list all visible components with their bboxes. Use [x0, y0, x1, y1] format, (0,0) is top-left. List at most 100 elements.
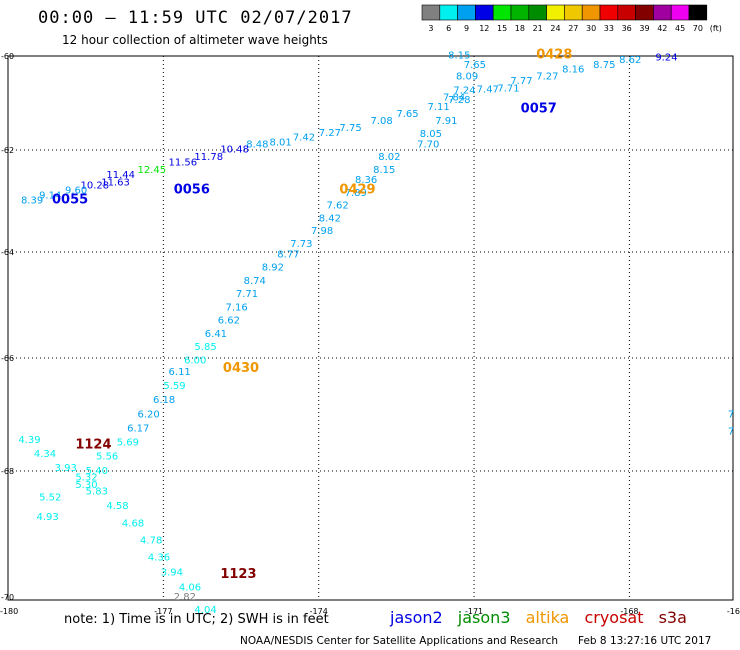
wave-height-value: 7.27 — [536, 72, 558, 83]
lon-tick-label: -168 — [620, 607, 638, 616]
wave-height-value: 4.93 — [36, 512, 58, 523]
wave-height-value: 6.11 — [169, 367, 191, 378]
lat-tick-label: -68 — [1, 467, 14, 476]
wave-height-value: 3.93 — [55, 463, 77, 474]
wave-height-value: 5.52 — [39, 493, 61, 504]
lon-tick-label: -177 — [154, 607, 172, 616]
scale-label-42: 42 — [657, 24, 667, 33]
wave-height-value: 5.59 — [163, 381, 185, 392]
pass-time-label: 1123 — [220, 567, 256, 582]
wave-height-value: 4.68 — [122, 518, 144, 529]
wave-height-value: 5.85 — [194, 342, 216, 353]
scale-label-33: 33 — [604, 24, 614, 33]
scale-label-27: 27 — [568, 24, 578, 33]
wave-height-value: 5.83 — [86, 486, 108, 497]
lat-tick-label: -64 — [1, 248, 14, 257]
pass-time-label: 0056 — [174, 182, 210, 197]
pass-time-label: 1124 — [75, 437, 111, 452]
wave-height-value: 7.71 — [236, 289, 258, 300]
wave-height-value: 7 — [728, 426, 734, 437]
pass-time-label: 0430 — [223, 361, 259, 376]
wave-height-value: 8.02 — [378, 152, 400, 163]
wave-height-value: 8.05 — [420, 129, 442, 140]
wave-height-value: 8.39 — [21, 196, 43, 207]
wave-height-value: 6.41 — [205, 329, 227, 340]
wave-height-value: 4.06 — [179, 583, 201, 594]
scale-label-18: 18 — [515, 24, 525, 33]
page-subtitle: 12 hour collection of altimeter wave hei… — [62, 33, 328, 47]
wave-height-value: 7.75 — [339, 123, 361, 134]
lat-tick-label: -62 — [1, 146, 14, 155]
wave-height-value: 5.40 — [86, 466, 108, 477]
wave-height-value: 6.17 — [127, 423, 149, 434]
wave-height-value: 7.28 — [448, 95, 470, 106]
lon-tick-label: -174 — [310, 607, 328, 616]
wave-height-value: 4.39 — [18, 435, 40, 446]
pass-time-label: 0428 — [536, 47, 572, 62]
wave-height-value: 8.09 — [456, 72, 478, 83]
wave-height-value: 7.91 — [435, 116, 457, 127]
lat-tick-label: -66 — [1, 354, 14, 363]
wave-height-value: 8.48 — [246, 140, 268, 151]
wave-height-value: 8.74 — [244, 276, 266, 287]
credit-date: Feb 8 13:27:16 UTC 2017 — [578, 635, 712, 647]
lat-tick-label: -60 — [1, 52, 14, 61]
wave-height-value: 8.77 — [277, 249, 299, 260]
wave-height-value: 7.08 — [371, 116, 393, 127]
wave-height-value: 7.77 — [510, 76, 532, 87]
wave-height-value: 7.65 — [464, 60, 486, 71]
wave-height-value: 4.58 — [106, 501, 128, 512]
wave-height-value: 6.62 — [218, 316, 240, 327]
wave-height-color-scale: 3 6 9 12 15 18 21 24 27 30 33 36 39 42 45 70 (ft) — [421, 4, 722, 33]
wave-height-value: 8.92 — [262, 263, 284, 274]
wave-height-value: 8.01 — [270, 137, 292, 148]
wave-height-value: 3.94 — [161, 568, 183, 579]
wave-height-value: 7.65 — [396, 109, 418, 120]
wave-height-value: 7.16 — [226, 302, 248, 313]
scale-label-12: 12 — [479, 24, 489, 33]
satellite-legend-altika: altika — [525, 608, 570, 627]
lat-tick-label: -70 — [1, 593, 14, 602]
wave-height-value: 8.36 — [355, 175, 377, 186]
wave-height-value: 2.82 — [174, 592, 196, 603]
lon-tick-label: -16 — [727, 607, 740, 616]
wave-height-value: 4.34 — [34, 449, 56, 460]
satellite-legend-jason2: jason2 — [390, 608, 443, 627]
wave-height-value: 5.32 — [75, 472, 97, 483]
pass-time-label: 0057 — [521, 101, 557, 116]
wave-height-value: 6.00 — [184, 356, 206, 367]
wave-height-value: 6.18 — [153, 395, 175, 406]
wave-height-value: 7.42 — [293, 133, 315, 144]
scale-label-24: 24 — [550, 24, 560, 33]
wave-height-value: 7.47 — [477, 85, 499, 96]
pass-time-label: 0429 — [339, 182, 375, 197]
wave-height-value: 7.27 — [319, 128, 341, 139]
wave-height-value: 11.44 — [106, 170, 135, 181]
scale-label-39: 39 — [639, 24, 649, 33]
wave-height-value: 8.62 — [619, 55, 641, 66]
footnote: note: 1) Time is in UTC; 2) SWH is in fe… — [64, 612, 329, 627]
wave-height-value: 11.78 — [194, 152, 223, 163]
satellite-legend-s3a: s3a — [658, 608, 687, 627]
wave-height-value: 9.24 — [655, 53, 677, 64]
wave-height-value: 7.71 — [497, 83, 519, 94]
pass-time-label: 0055 — [52, 193, 88, 208]
wave-height-value: 4.78 — [140, 535, 162, 546]
wave-height-value: 8.15 — [448, 50, 470, 61]
scale-label-3: 3 — [428, 24, 433, 33]
scale-label-9: 9 — [464, 24, 469, 33]
lon-tick-label: -171 — [465, 607, 483, 616]
wave-height-value: 7.98 — [311, 226, 333, 237]
credit-text: NOAA/NESDIS Center for Satellite Applica… — [240, 635, 558, 647]
wave-height-value: 8.16 — [562, 64, 584, 75]
wave-height-value: 7.70 — [417, 140, 439, 151]
satellite-legend-jason3: jason3 — [457, 608, 511, 627]
wave-height-value: 4.36 — [148, 552, 170, 563]
wave-height-value: 8.75 — [593, 60, 615, 71]
scale-label-45: 45 — [675, 24, 685, 33]
wave-height-value: 10.28 — [81, 180, 110, 191]
scale-label-36: 36 — [622, 24, 632, 33]
wave-height-value: 10.48 — [220, 145, 249, 156]
page-title: 00:00 – 11:59 UTC 02/07/2017 — [38, 8, 353, 28]
